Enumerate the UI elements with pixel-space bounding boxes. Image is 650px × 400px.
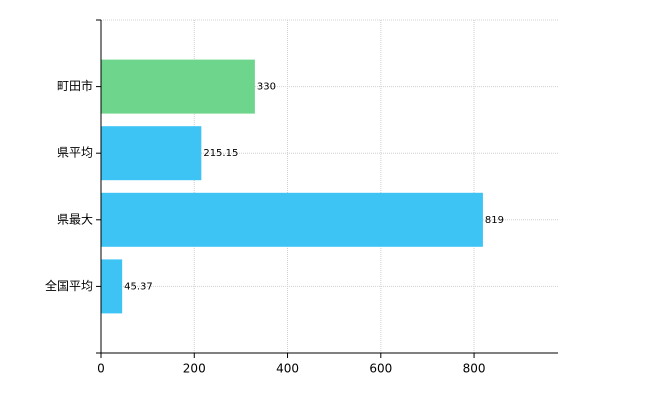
- bar: [101, 259, 123, 314]
- bar: [101, 192, 483, 247]
- y-tick-label: 県最大: [57, 212, 93, 226]
- x-tick-label: 600: [369, 362, 392, 376]
- y-tick-label: 町田市: [57, 78, 93, 93]
- y-tick-label: 全国平均: [45, 278, 93, 293]
- value-label: 215.15: [203, 148, 238, 159]
- x-tick-label: 400: [276, 362, 299, 376]
- x-tick-label: 800: [463, 362, 486, 376]
- bar: [101, 59, 255, 114]
- bar: [101, 126, 202, 181]
- value-label: 819: [485, 215, 504, 226]
- value-label: 330: [257, 82, 276, 93]
- y-tick-label: 県平均: [57, 146, 93, 160]
- x-tick-label: 0: [97, 362, 105, 376]
- value-label: 45.37: [124, 281, 153, 292]
- x-tick-label: 200: [183, 362, 206, 376]
